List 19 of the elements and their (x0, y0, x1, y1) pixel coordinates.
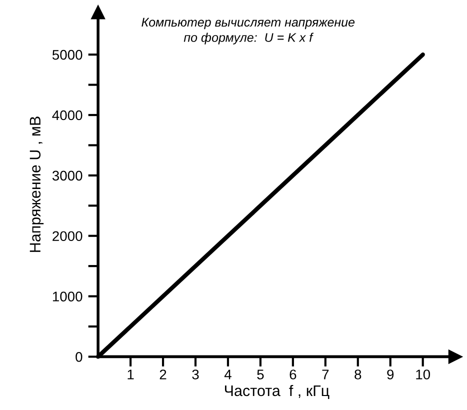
x-tick-label: 6 (290, 370, 296, 380)
y-axis-title: Напряжение U , мВ (30, 116, 44, 252)
x-tick-label: 10 (416, 370, 430, 380)
x-tick-label: 1 (128, 370, 134, 380)
y-tick-label: 1000 (52, 292, 82, 302)
x-axis-title: Частота f , кГц (224, 384, 330, 400)
y-tick-label: 3000 (52, 170, 82, 181)
x-tick-label: 4 (224, 370, 232, 380)
x-tick-label: 7 (322, 370, 329, 380)
x-tick-label: 2 (160, 370, 166, 380)
y-tick-label: 0 (76, 352, 82, 362)
y-tick-label: 5000 (52, 50, 82, 60)
y-tick-label: 2000 (52, 231, 82, 242)
x-tick-label: 3 (192, 370, 199, 380)
x-tick-label: 8 (354, 370, 362, 380)
annotation: Компьютер вычисляет напряжение по формуле: U = K x f (142, 18, 355, 44)
x-tick-label: 5 (257, 370, 264, 380)
x-tick-label: 9 (387, 370, 394, 380)
y-tick-label: 4000 (52, 110, 82, 120)
